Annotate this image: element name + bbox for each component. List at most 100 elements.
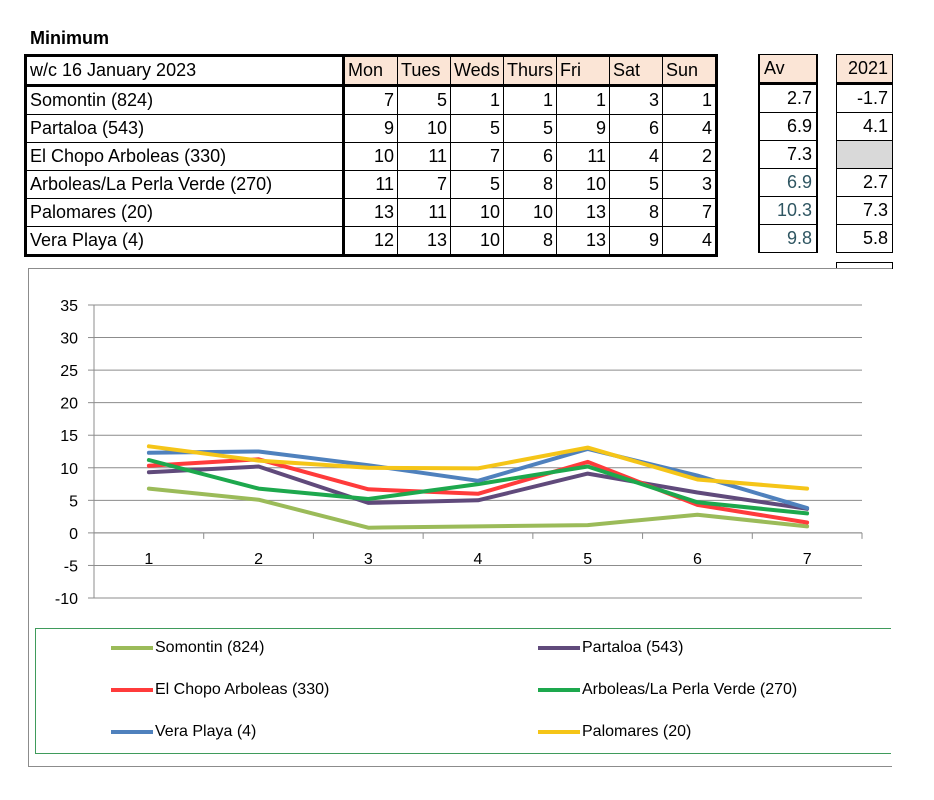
table-cell: 8: [502, 170, 558, 199]
table-cell: 3: [609, 85, 664, 115]
chart-legend: Somontin (824) Partaloa (543) El Chopo A…: [35, 628, 891, 754]
header-sun: Sun: [662, 55, 718, 87]
table-cell: 8: [502, 226, 558, 256]
legend-swatch: [538, 646, 580, 650]
table-row: Somontin (824) 7 5 1 1 1 3 1: [25, 85, 718, 115]
table-cell: 3: [662, 170, 718, 199]
table-row: Partaloa (543) 9 10 5 5 9 6 4: [25, 114, 718, 143]
legend-item: Palomares (20): [538, 723, 691, 741]
year-value: -1.7: [836, 83, 893, 113]
legend-swatch: [538, 730, 580, 734]
table-cell: 5: [502, 114, 558, 143]
table-cell: 11: [343, 170, 398, 199]
table-cell: 10: [502, 198, 558, 227]
table-cell: 10: [450, 226, 504, 256]
legend-swatch: [111, 688, 153, 692]
station-name: Partaloa (543): [25, 114, 345, 143]
series-line: [146, 464, 810, 511]
table-cell: 5: [450, 114, 504, 143]
x-tick-label: 7: [803, 551, 812, 568]
average-header: Av: [758, 54, 818, 85]
table-cell: 8: [609, 198, 664, 227]
legend-label: Palomares (20): [582, 723, 692, 740]
series-line: [146, 458, 810, 516]
legend-label: El Chopo Arboleas (330): [155, 681, 330, 698]
y-tick-label: 30: [60, 331, 78, 348]
year-header: 2021: [836, 54, 893, 85]
x-tick-label: 5: [583, 551, 592, 568]
year-value-empty: [836, 140, 893, 169]
table-cell: 7: [662, 198, 718, 227]
table-cell: 4: [662, 114, 718, 143]
average-value: 6.9: [758, 168, 818, 197]
year-value: 2.7: [836, 168, 893, 197]
x-tick-label: 3: [364, 551, 373, 568]
y-tick-label: -5: [64, 558, 78, 575]
legend-swatch: [111, 730, 153, 734]
table-header-row: w/c 16 January 2023 Mon Tues Weds Thurs …: [25, 55, 718, 87]
legend-item: Partaloa (543): [538, 639, 683, 657]
legend-label: Vera Playa (4): [155, 723, 257, 740]
x-tick-label: 1: [144, 551, 153, 568]
page-title: Minimum: [30, 28, 109, 48]
station-name: Vera Playa (4): [25, 226, 345, 256]
average-value: 9.8: [758, 224, 818, 253]
average-header-row: Av: [758, 54, 818, 85]
header-mon: Mon: [343, 55, 398, 87]
table-cell: 1: [502, 85, 558, 115]
table-cell: 11: [397, 142, 451, 171]
y-tick-label: 10: [60, 461, 78, 478]
table-row: 6.9: [758, 168, 818, 197]
station-name: Arboleas/La Perla Verde (270): [25, 170, 345, 199]
y-tick-label: 15: [60, 428, 78, 445]
average-table: Av 2.7 6.9 7.3 6.9 10.3 9.8: [758, 54, 818, 253]
header-sat: Sat: [609, 55, 664, 87]
legend-item: El Chopo Arboleas (330): [111, 681, 329, 699]
table-cell: 9: [343, 114, 398, 143]
table-cell: 10: [343, 142, 398, 171]
station-name: Palomares (20): [25, 198, 345, 227]
table-cell: 11: [556, 142, 611, 171]
table-row: Palomares (20) 13 11 10 10 13 8 7: [25, 198, 718, 227]
table-row: 2.7: [836, 168, 893, 197]
table-cell: 1: [662, 85, 718, 115]
legend-swatch: [111, 646, 153, 650]
legend-item: Arboleas/La Perla Verde (270): [538, 681, 797, 699]
legend-item: Vera Playa (4): [111, 723, 256, 741]
legend-label: Arboleas/La Perla Verde (270): [582, 681, 798, 698]
station-name: Somontin (824): [25, 85, 345, 115]
table-row: 9.8: [758, 224, 818, 253]
week-label: w/c 16 January 2023: [25, 55, 345, 87]
table-cell: 7: [450, 142, 504, 171]
year-2021-table: 2021 -1.7 4.1 2.7 7.3 5.8: [836, 54, 893, 253]
legend-label: Somontin (824): [155, 639, 265, 656]
table-cell: 5: [609, 170, 664, 199]
table-row: Arboleas/La Perla Verde (270) 11 7 5 8 1…: [25, 170, 718, 199]
table-row: Vera Playa (4) 12 13 10 8 13 9 4: [25, 226, 718, 256]
table-row: -1.7: [836, 83, 893, 113]
temperature-table: w/c 16 January 2023 Mon Tues Weds Thurs …: [24, 54, 719, 257]
table-row: El Chopo Arboleas (330) 10 11 7 6 11 4 2: [25, 142, 718, 171]
header-weds: Weds: [450, 55, 504, 87]
table-cell: 4: [662, 226, 718, 256]
series-line: [146, 446, 810, 511]
year-value: 7.3: [836, 196, 893, 225]
header-fri: Fri: [556, 55, 611, 87]
y-tick-label: 25: [60, 363, 78, 380]
x-tick-label: 6: [693, 551, 702, 568]
y-tick-label: 20: [60, 396, 78, 413]
average-value: 7.3: [758, 140, 818, 169]
table-cell: 6: [502, 142, 558, 171]
table-cell: 13: [397, 226, 451, 256]
legend-item: Somontin (824): [111, 639, 264, 657]
table-row: 7.3: [836, 196, 893, 225]
year-table-tail: [836, 262, 893, 269]
table-cell: 12: [343, 226, 398, 256]
header-thurs: Thurs: [502, 55, 558, 87]
table-row: 5.8: [836, 224, 893, 253]
year-header-row: 2021: [836, 54, 893, 85]
table-row: 4.1: [836, 112, 893, 141]
x-tick-label: 2: [254, 551, 263, 568]
series-line: [146, 444, 810, 491]
